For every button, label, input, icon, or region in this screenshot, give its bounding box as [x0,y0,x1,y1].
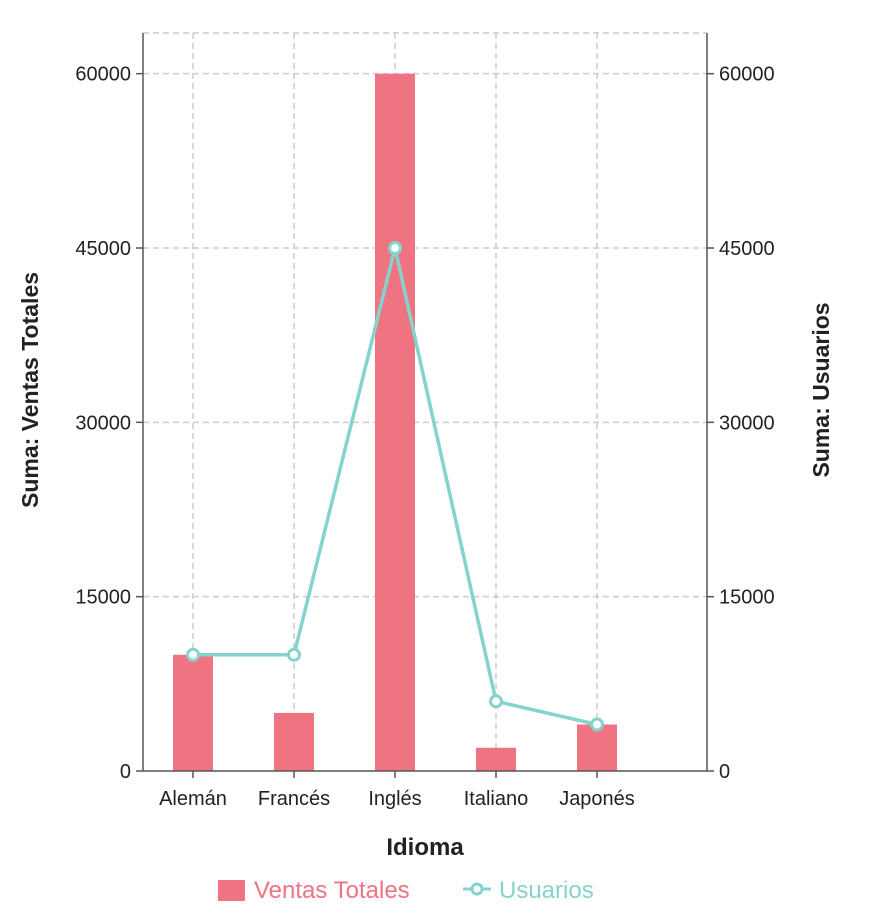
axes: 0 0 15000 15000 30000 30000 45000 45000 60000 600… [75,33,775,810]
legend-label-usuarios[interactable]: Usuarios [499,877,594,904]
y2-tick-label: 0 [719,761,730,783]
y-tick-label: 15000 [75,587,131,609]
x-tick-label: Inglés [368,788,421,810]
legend-swatch-ventas [218,880,245,901]
legend-swatch-usuarios-marker [470,882,484,896]
y-tick-label: 30000 [75,412,131,434]
x-tick-label: Italiano [464,788,529,810]
bar [375,73,415,771]
line-point [287,647,301,662]
x-tick-label: Japonés [559,788,635,810]
y2-tick-label: 15000 [719,587,775,609]
bar [476,747,516,771]
y-tick-label: 0 [120,761,131,783]
bars [173,73,617,771]
y2-axis-label: Suma: Usuarios [808,302,834,477]
x-tick-label: Francés [258,788,330,810]
legend-label-ventas[interactable]: Ventas Totales [254,877,410,904]
grid [143,32,707,771]
legend: Ventas Totales Usuarios [218,877,594,904]
line-series [186,241,604,732]
bar [173,654,213,771]
line-point [590,717,604,732]
bar [274,712,314,771]
bar [577,724,617,771]
y-tick-label: 45000 [75,238,131,260]
x-axis-label: Idioma [386,834,464,861]
line-point [186,647,200,662]
line-point [489,694,503,709]
line-point [388,241,402,256]
y2-tick-label: 30000 [719,412,775,434]
y2-tick-label: 60000 [719,64,775,86]
y-axis-label: Suma: Ventas Totales [17,272,43,508]
x-tick-label: Alemán [159,788,227,810]
y2-tick-label: 45000 [719,238,775,260]
y-tick-label: 60000 [75,64,131,86]
